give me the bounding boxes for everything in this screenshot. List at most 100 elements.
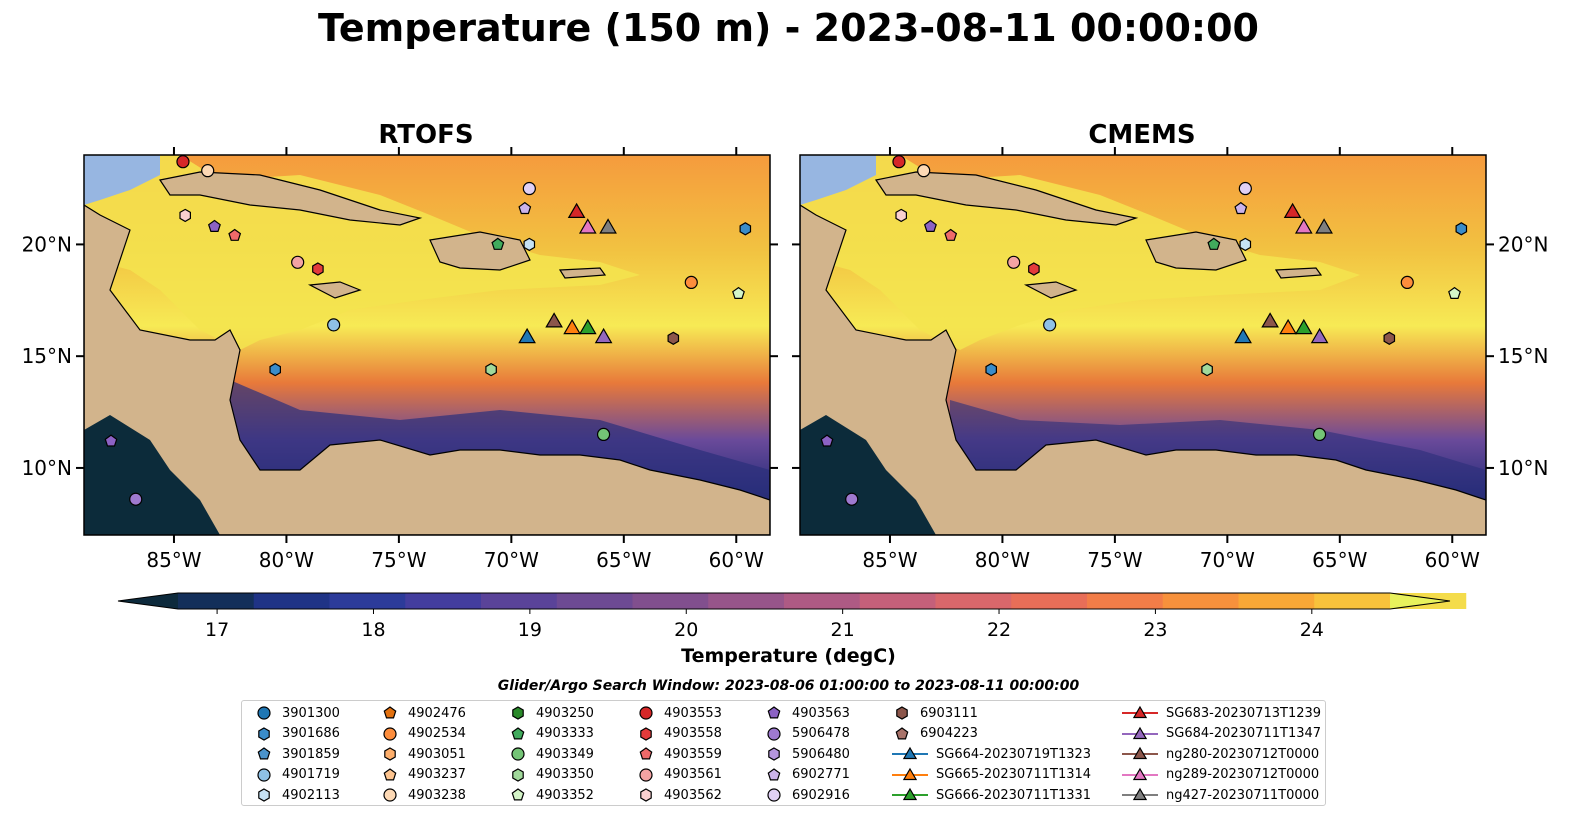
legend-item: SG683-20230713T1239 bbox=[1122, 703, 1321, 723]
hexagon-icon bbox=[640, 726, 652, 741]
legend-item: 4902534 bbox=[380, 724, 466, 744]
pentagon-icon bbox=[383, 767, 397, 780]
argo-float-marker bbox=[518, 201, 532, 215]
circle-icon bbox=[767, 726, 781, 741]
cmems-puerto-rico bbox=[1274, 267, 1323, 279]
legend-item: 4902476 bbox=[380, 703, 466, 723]
glider-marker bbox=[599, 218, 617, 234]
legend-label: 4903250 bbox=[536, 705, 594, 721]
cmems-warm-core bbox=[800, 155, 1360, 350]
circle-icon bbox=[257, 706, 271, 720]
legend-label: SG666-20230711T1331 bbox=[936, 787, 1092, 803]
pentagon-icon bbox=[511, 726, 525, 739]
legend-label: 4902476 bbox=[408, 705, 466, 721]
lon-tick-label: 70°W bbox=[1200, 548, 1255, 572]
colorbar-segment bbox=[935, 593, 1012, 609]
colorbar-segment bbox=[178, 593, 255, 609]
glider-marker bbox=[1294, 218, 1313, 234]
legend-label: 4903558 bbox=[664, 726, 722, 741]
colorbar: 17 18 19 20 21 22 23 24 bbox=[117, 592, 1467, 641]
lon-tick-label: 80°W bbox=[975, 548, 1030, 572]
colorbar-segment bbox=[1162, 593, 1239, 609]
rtofs-hispaniola bbox=[429, 231, 531, 271]
rtofs-markers bbox=[104, 155, 752, 506]
legend-item: 4901719 bbox=[254, 765, 340, 785]
argo-float-marker bbox=[1448, 286, 1461, 299]
legend-item: SG666-20230711T1331 bbox=[892, 785, 1091, 805]
colorbar-outline bbox=[117, 592, 1451, 610]
triangle-icon bbox=[892, 787, 928, 801]
legend-item: 5906480 bbox=[764, 744, 850, 764]
argo-float-marker bbox=[732, 286, 745, 299]
legend-label: 6902771 bbox=[792, 767, 850, 782]
rtofs-puerto-rico bbox=[558, 267, 607, 279]
lat-tick-label: 20°N bbox=[22, 232, 72, 256]
argo-float-marker bbox=[1455, 222, 1468, 236]
legend-item: 4903333 bbox=[508, 724, 594, 744]
lon-tick-label: 60°W bbox=[1425, 548, 1480, 572]
rtofs-gulf-water bbox=[84, 155, 160, 205]
circle-icon bbox=[383, 726, 397, 741]
legend-item: SG684-20230711T1347 bbox=[1122, 724, 1321, 744]
hexagon-icon bbox=[512, 706, 524, 720]
argo-float-marker bbox=[523, 237, 536, 252]
argo-float-marker bbox=[1028, 262, 1040, 276]
rtofs-panel-title: RTOFS bbox=[378, 120, 474, 150]
argo-float-marker bbox=[667, 331, 680, 345]
argo-float-marker bbox=[129, 492, 143, 506]
lon-tick-label: 75°W bbox=[1087, 548, 1142, 572]
colorbar-segment bbox=[1314, 593, 1391, 609]
cmems-pacific bbox=[800, 415, 936, 535]
legend-item: 4903051 bbox=[380, 744, 466, 764]
legend-label: 4903237 bbox=[408, 767, 466, 782]
colorbar-segment bbox=[253, 593, 330, 609]
rtofs-warm-core bbox=[84, 155, 640, 350]
lon-tick-label: 85°W bbox=[862, 548, 917, 572]
legend-item: ng427-20230711T0000 bbox=[1122, 785, 1319, 805]
cmems-hispaniola bbox=[1145, 231, 1247, 271]
colorbar-extend-low bbox=[118, 593, 178, 609]
legend-label: SG684-20230711T1347 bbox=[1166, 726, 1322, 741]
argo-float-marker bbox=[917, 164, 931, 178]
legend-item: 4903250 bbox=[508, 703, 594, 723]
legend-label: 4903350 bbox=[536, 767, 594, 782]
legend-item: 3901686 bbox=[254, 724, 340, 744]
triangle-icon bbox=[892, 746, 928, 760]
legend-label: 5906478 bbox=[792, 726, 850, 741]
triangle-icon bbox=[1122, 705, 1158, 719]
circle-icon bbox=[257, 767, 271, 782]
pentagon-icon bbox=[383, 706, 397, 719]
colorbar-tick-label: 20 bbox=[674, 619, 698, 641]
argo-float-marker bbox=[895, 208, 908, 223]
legend-item: 6902916 bbox=[764, 785, 850, 805]
legend-label: 4903553 bbox=[664, 705, 722, 721]
legend-item: SG665-20230711T1314 bbox=[892, 765, 1091, 785]
colorbar-segment bbox=[556, 593, 633, 609]
pentagon-icon bbox=[639, 747, 653, 760]
argo-float-marker bbox=[1312, 427, 1327, 442]
colorbar-tick-label: 21 bbox=[831, 619, 855, 641]
rtofs-axis-ticks: 85°W 80°W 75°W 70°W 65°W 60°W 10°N 15°N 20°N bbox=[22, 147, 778, 572]
argo-float-marker bbox=[327, 318, 341, 332]
legend-item: 4903238 bbox=[380, 785, 466, 805]
legend-item: 4903563 bbox=[764, 703, 850, 723]
legend-label: 3901300 bbox=[282, 705, 340, 721]
legend-label: 4901719 bbox=[282, 767, 340, 782]
legend-item: 4903350 bbox=[508, 765, 594, 785]
lat-tick-label: 10°N bbox=[22, 456, 72, 480]
legend-label: ng280-20230712T0000 bbox=[1166, 746, 1320, 762]
legend-item: 4903559 bbox=[636, 744, 722, 764]
lon-tick-label: 80°W bbox=[259, 548, 314, 572]
legend-label: 4903352 bbox=[536, 787, 594, 803]
colorbar-segment bbox=[1011, 593, 1088, 609]
colorbar-segment bbox=[1087, 593, 1164, 609]
legend-label: 4903238 bbox=[408, 787, 466, 803]
argo-float-marker bbox=[820, 434, 834, 447]
argo-float-marker bbox=[207, 219, 221, 232]
hexagon-icon bbox=[258, 726, 270, 741]
glider-marker bbox=[578, 218, 597, 234]
legend-label: 4903051 bbox=[408, 746, 466, 762]
argo-float-marker bbox=[1007, 255, 1021, 269]
rtofs-cuba bbox=[159, 171, 423, 226]
